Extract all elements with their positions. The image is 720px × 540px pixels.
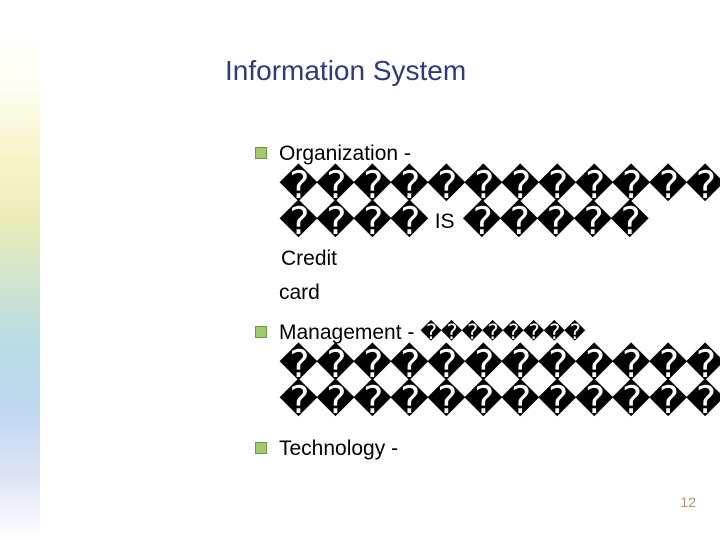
placeholder-boxes: ����� [462,201,647,243]
bullet-icon [255,147,267,159]
placeholder-boxes-inline: �������� [420,321,584,344]
bullet-item-management: Management - �������� ������������ �����… [255,319,715,420]
placeholder-boxes-row: ���� IS ����� Credit [279,204,715,276]
placeholder-boxes-row: ������������ [279,383,715,419]
page-number: 12 [680,494,696,510]
slide: Information System Organization - ������… [0,0,720,540]
spacer [255,425,715,435]
inline-label-credit: Credit [281,247,337,270]
item-lead: Technology - [279,435,715,463]
placeholder-boxes-row: ������������ [279,347,715,383]
slide-content: Organization - ������������ ���� IS ����… [255,140,715,470]
bullet-item-technology: Technology - [255,435,715,463]
bullet-icon [255,326,267,338]
item-continuation: card [279,281,715,305]
item-lead-text: Management - [279,321,420,344]
placeholder-boxes: ���� [279,201,427,243]
inline-label-is: IS [429,210,461,233]
decorative-gradient-strip [0,30,40,540]
bullet-icon [255,442,267,454]
item-lead: Management - �������� [279,319,715,347]
slide-title: Information System [225,55,466,87]
bullet-item-organization: Organization - ������������ ���� IS ����… [255,140,715,277]
placeholder-boxes-row: ������������ [279,168,715,204]
